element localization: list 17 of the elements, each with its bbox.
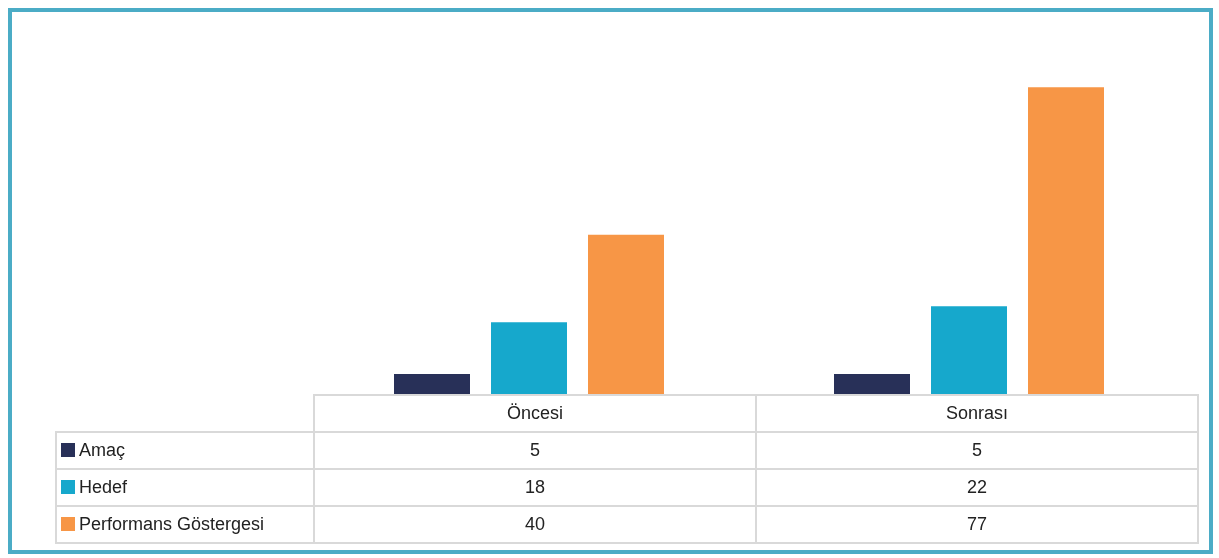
- bar: [491, 322, 567, 394]
- x-tick-label: Öncesi: [314, 395, 756, 432]
- legend-label: Performans Göstergesi: [56, 506, 314, 543]
- data-label: 5: [314, 432, 756, 469]
- data-label: 22: [756, 469, 1198, 506]
- data-label: 77: [756, 506, 1198, 543]
- bar: [588, 234, 664, 394]
- x-tick-label: Sonrası: [756, 395, 1198, 432]
- legend-label: Amaç: [56, 432, 314, 469]
- data-label: 40: [314, 506, 756, 543]
- data-label: 18: [314, 469, 756, 506]
- data-label: 5: [756, 432, 1198, 469]
- bar: [1028, 87, 1104, 394]
- bar: [834, 374, 910, 394]
- bar: [394, 374, 470, 394]
- legend-label: Hedef: [56, 469, 314, 506]
- bar: [931, 306, 1007, 394]
